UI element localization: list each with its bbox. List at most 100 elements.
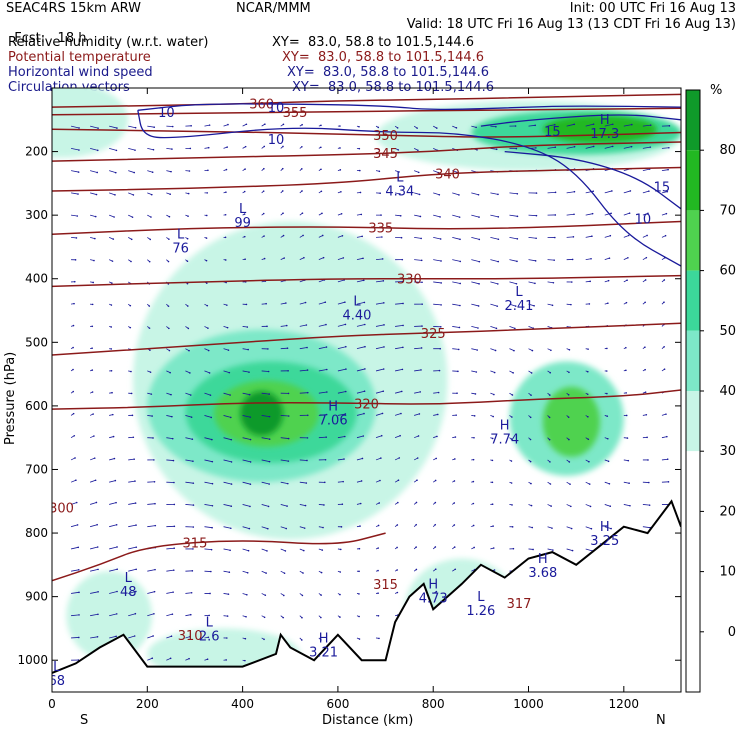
vector-head (421, 325, 423, 327)
vector-shaft (452, 170, 459, 173)
vector-shaft (356, 413, 365, 416)
vector-head (438, 193, 441, 196)
vector-head (208, 372, 211, 374)
vector-head (228, 371, 231, 374)
vector-head (435, 127, 438, 129)
vector-head (211, 482, 214, 485)
vector-head (647, 459, 649, 461)
vector-head (458, 194, 460, 196)
vector-head (224, 213, 227, 216)
vector-shaft (604, 212, 612, 216)
vector-head (132, 194, 135, 196)
extremum-value: 7.06 (319, 413, 348, 428)
vector-head (154, 502, 156, 505)
vector-head (267, 527, 269, 530)
vector-shaft (70, 524, 78, 528)
vector-head (153, 590, 156, 593)
vector-shaft (337, 436, 345, 439)
extremum-type: L (477, 590, 485, 605)
vector-head (154, 568, 156, 571)
theta-label: 335 (368, 222, 393, 237)
vector-shaft (109, 192, 116, 196)
vector-head (78, 149, 80, 151)
vector-shaft (109, 480, 116, 483)
vector-head (116, 546, 118, 548)
vector-shaft (242, 570, 248, 574)
vector-head (491, 437, 494, 440)
vector-head (419, 391, 422, 393)
vector-head (115, 501, 117, 504)
vector-shaft (128, 613, 136, 617)
vector-head (358, 570, 360, 573)
colorbar-tick-label: 40 (719, 384, 736, 399)
vector-head (550, 349, 552, 352)
vector-shaft (566, 213, 575, 216)
vector-head (646, 436, 648, 439)
vector-shaft (299, 504, 306, 506)
extremum-value: 99 (234, 216, 251, 231)
vector-shaft (414, 369, 422, 372)
vector-head (514, 305, 517, 307)
vector-head (608, 257, 611, 259)
vector-head (439, 216, 441, 218)
vector-head (497, 283, 499, 285)
vector-head (226, 146, 228, 148)
field-wind-name: Horizontal wind speed (8, 65, 153, 80)
vector-shaft (318, 257, 324, 261)
vector-head (341, 235, 344, 237)
vector-head (116, 568, 118, 571)
vector-head (361, 457, 364, 460)
vector-head (421, 281, 423, 284)
vector-shaft (166, 148, 172, 150)
vector-shaft (490, 148, 497, 150)
vector-head (169, 657, 172, 660)
vector-shaft (547, 124, 555, 127)
vector-shaft (433, 392, 439, 394)
vector-head (589, 505, 592, 508)
vector-shaft (623, 235, 629, 238)
vector-head (377, 614, 380, 617)
vector-head (587, 348, 589, 350)
vector-head (268, 415, 271, 418)
vector-head (625, 301, 628, 304)
x-tick-label: 1000 (513, 697, 544, 711)
vector-shaft (109, 635, 117, 639)
vector-head (587, 438, 590, 441)
vector-shaft (71, 214, 78, 217)
vector-shaft (375, 324, 385, 327)
vector-head (648, 504, 651, 506)
theta-line (52, 107, 681, 116)
vector-head (567, 393, 570, 396)
vector-head (644, 368, 646, 371)
vector-head (359, 525, 361, 527)
vector-shaft (90, 546, 98, 550)
vector-shaft (242, 526, 250, 529)
vector-head (646, 234, 648, 237)
vector-shaft (356, 235, 363, 238)
vector-head (249, 416, 252, 418)
vector-head (401, 258, 404, 261)
vector-shaft (642, 146, 651, 149)
vector-head (152, 148, 155, 151)
vector-head (453, 480, 456, 482)
vector-shaft (623, 504, 631, 507)
vector-shaft (490, 281, 498, 285)
vector-shaft (414, 214, 421, 217)
theta-label: 320 (354, 397, 379, 412)
vector-head (513, 349, 515, 352)
vector-head (644, 346, 646, 348)
y-tick-label: 600 (25, 399, 48, 413)
vector-head (606, 347, 608, 350)
vector-shaft (661, 436, 667, 439)
vector-head (306, 369, 309, 371)
vector-head (153, 126, 156, 128)
vector-shaft (299, 369, 308, 372)
theta-label: 340 (435, 167, 460, 182)
colorbar-tick-label: 10 (719, 565, 736, 580)
vector-shaft (395, 214, 401, 217)
vector-head (92, 413, 94, 415)
vector-shaft (566, 236, 574, 238)
vector-shaft (261, 437, 270, 440)
vector-head (263, 257, 266, 260)
vector-shaft (394, 391, 402, 394)
